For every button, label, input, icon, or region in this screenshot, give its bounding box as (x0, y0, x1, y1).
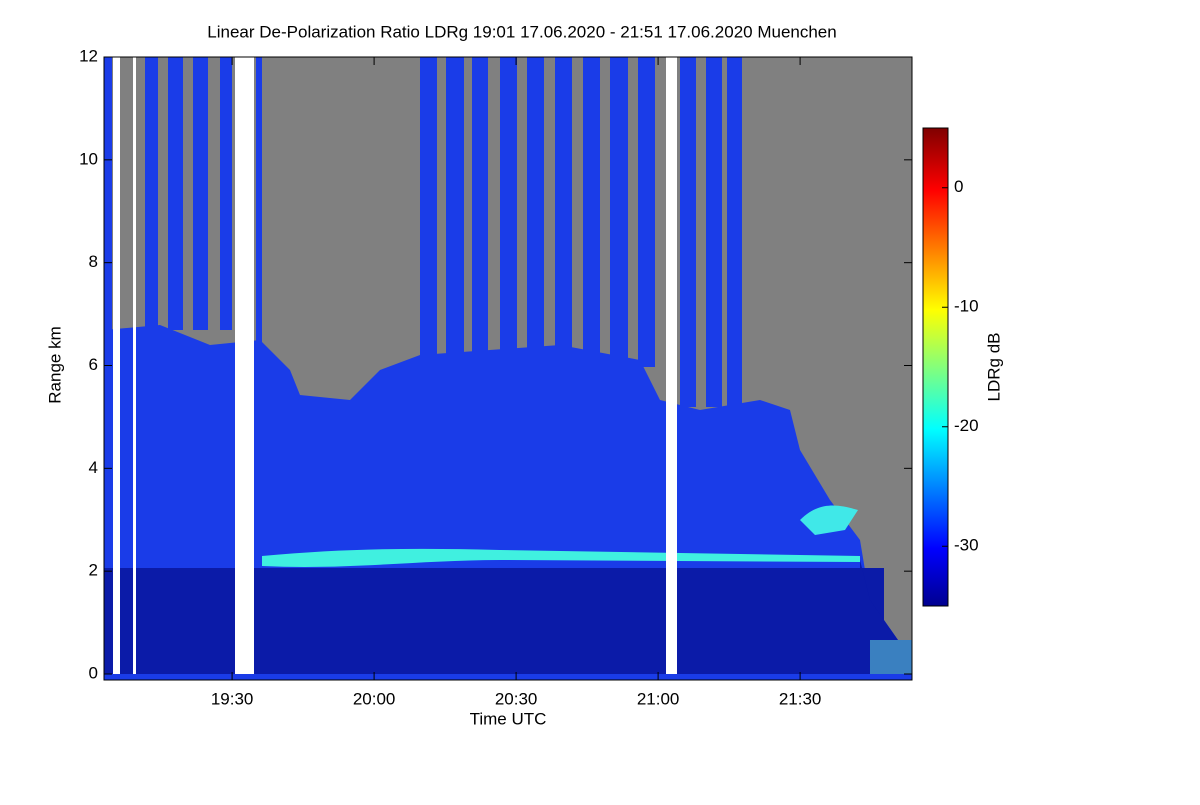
x-axis-label: Time UTC (470, 709, 547, 728)
heatmap-image (104, 57, 912, 680)
y-tick-label: 10 (79, 149, 98, 168)
y-tick-label: 6 (89, 355, 98, 374)
y-tick-label: 12 (79, 46, 98, 65)
x-tick-label: 21:30 (779, 689, 822, 708)
y-tick-label: 4 (89, 458, 98, 477)
x-tick-label: 21:00 (637, 689, 680, 708)
y-tick-label: 8 (89, 252, 98, 271)
x-tick-label: 20:00 (353, 689, 396, 708)
colorbar-label: LDRg dB (984, 333, 1003, 402)
chart-title: Linear De-Polarization Ratio LDRg 19:01 … (207, 22, 836, 41)
y-tick-label: 0 (89, 663, 98, 682)
plot-frame (103, 56, 913, 681)
colorbar-tick-label: -30 (954, 536, 979, 555)
x-tick-label: 20:30 (495, 689, 538, 708)
y-axis-label: Range km (45, 326, 64, 403)
colorbar (922, 127, 949, 607)
colorbar-tick-label: -10 (954, 297, 979, 316)
x-tick-label: 19:30 (211, 689, 254, 708)
colorbar-tick-label: 0 (954, 177, 963, 196)
y-tick-label: 2 (89, 561, 98, 580)
colorbar-tick-label: -20 (954, 416, 979, 435)
